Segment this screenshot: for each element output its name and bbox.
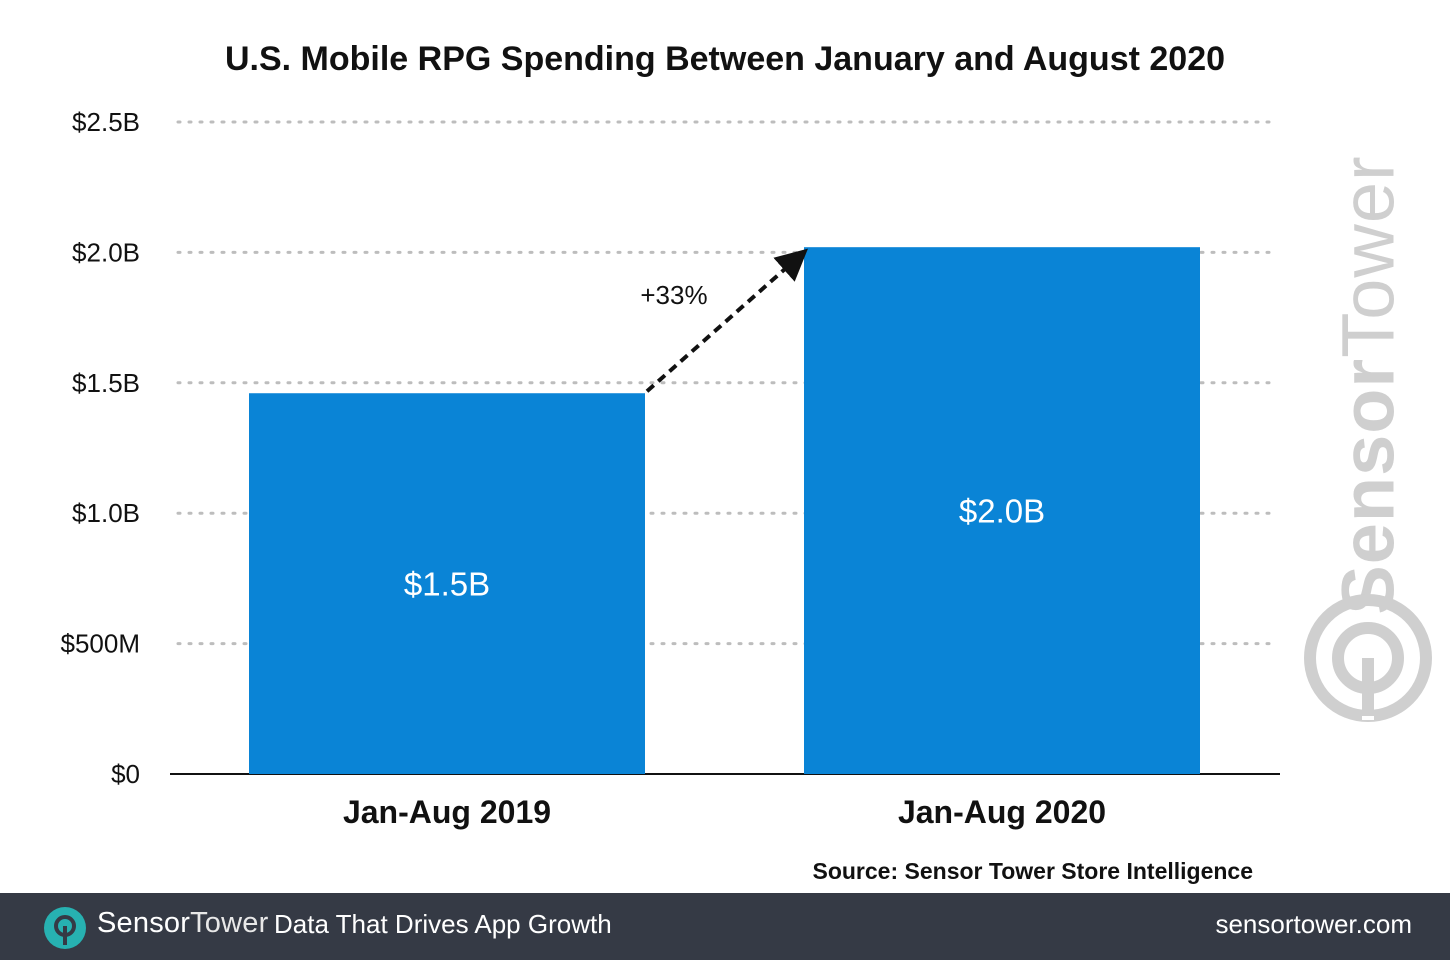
sensor-tower-logo-icon xyxy=(44,907,86,949)
x-category-label: Jan-Aug 2020 xyxy=(898,794,1106,830)
y-tick-label: $0 xyxy=(111,759,140,789)
bar xyxy=(804,247,1200,774)
bar xyxy=(249,393,645,774)
chart-title: U.S. Mobile RPG Spending Between January… xyxy=(224,40,1226,78)
growth-annotation-label: +33% xyxy=(640,280,707,310)
source-note: Source: Sensor Tower Store Intelligence xyxy=(812,858,1253,884)
y-tick-label: $2.0B xyxy=(72,237,140,267)
y-tick-label: $2.5B xyxy=(72,107,140,137)
footer-url[interactable]: sensortower.com xyxy=(1215,909,1412,939)
y-tick-label: $1.0B xyxy=(72,498,140,528)
bar-value-label: $2.0B xyxy=(959,493,1045,530)
footer-brand[interactable]: SensorTower xyxy=(97,907,269,939)
bar-value-label: $1.5B xyxy=(404,566,490,603)
watermark-logo-icon xyxy=(1304,594,1432,722)
x-category-label: Jan-Aug 2019 xyxy=(343,794,551,830)
y-tick-label: $500M xyxy=(61,629,141,659)
footer-tagline: Data That Drives App Growth xyxy=(274,909,612,939)
bar-chart: $0 $500M $1.0B $1.5B $2.0B $2.5B $1.5B Jan-Aug … xyxy=(61,107,1280,830)
growth-arrow xyxy=(645,248,808,393)
footer-bar: SensorTower Data That Drives App Growth … xyxy=(0,893,1450,960)
y-tick-label: $1.5B xyxy=(72,368,140,398)
